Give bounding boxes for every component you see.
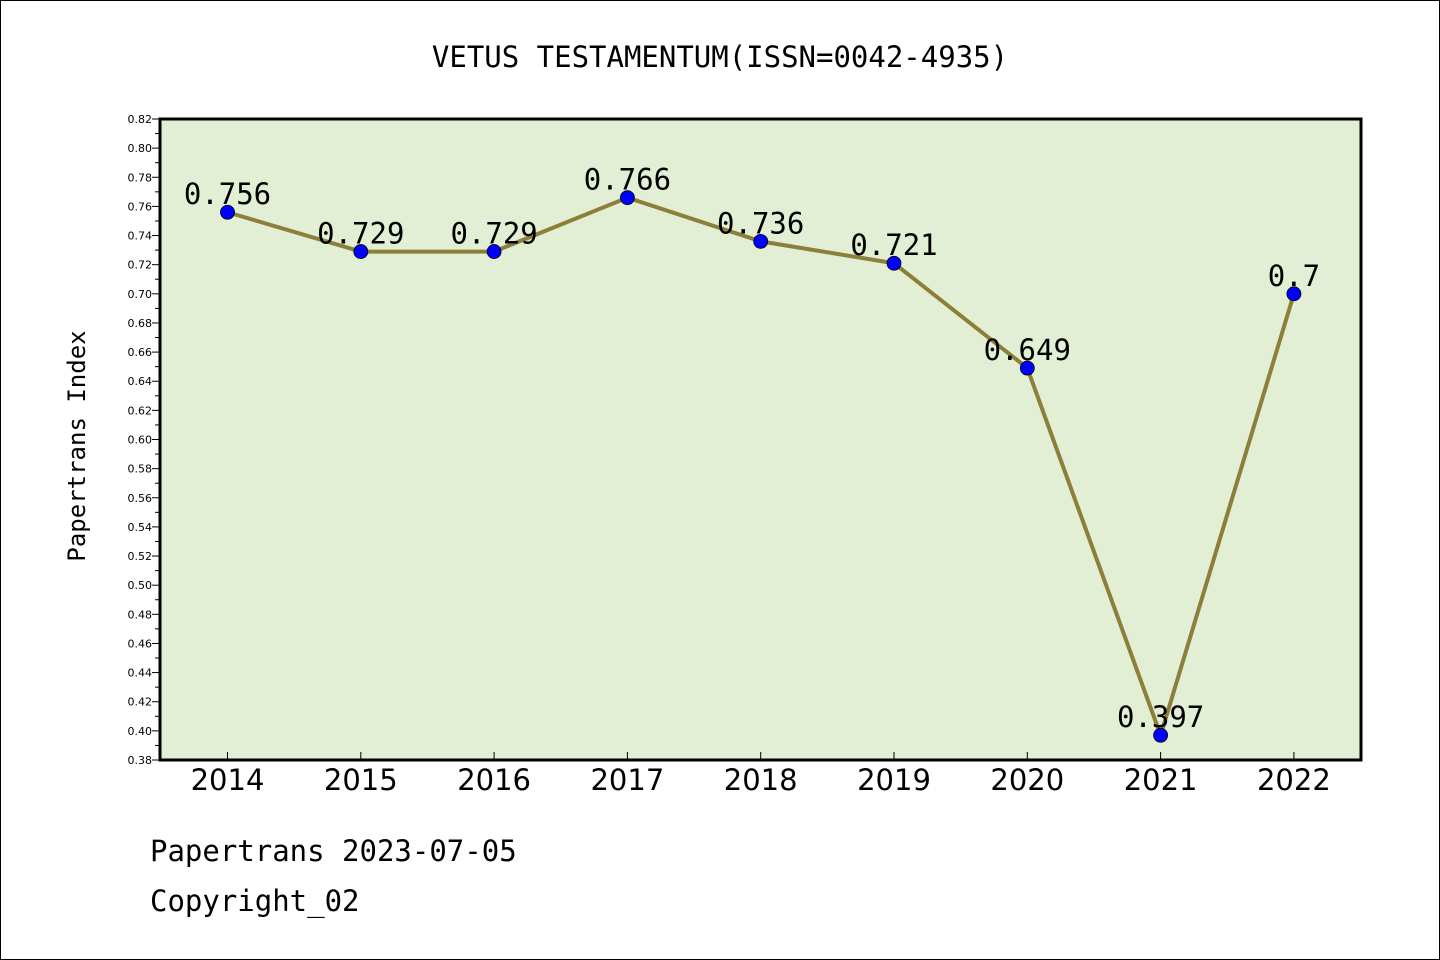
x-tick-label: 2020: [990, 763, 1064, 797]
x-tick-label: 2017: [590, 763, 664, 797]
data-label: 0.766: [584, 163, 671, 197]
x-tick-label: 2016: [457, 763, 531, 797]
data-point: [886, 255, 902, 271]
y-tick-label: 0.76: [128, 200, 153, 213]
y-tick-label: 0.68: [128, 317, 153, 330]
y-tick-label: 0.64: [128, 375, 153, 388]
data-label: 0.756: [184, 177, 271, 211]
y-tick-label: 0.46: [128, 637, 153, 650]
data-label: 0.7: [1268, 259, 1320, 293]
data-point: [1153, 727, 1168, 743]
footer-copyright: Copyright_02: [150, 884, 360, 918]
data-point: [353, 244, 369, 259]
data-point: [753, 233, 769, 249]
y-tick-label: 0.66: [128, 346, 153, 359]
footer-date-line: Papertrans 2023-07-05: [150, 834, 517, 868]
x-tick-label: 2022: [1257, 763, 1331, 797]
x-tick-label: 2015: [324, 763, 398, 797]
y-tick-label: 0.74: [128, 230, 153, 243]
data-labels: 0.756 0.729 0.729 0.766 0.736 0.721 0.649 0.397…: [184, 163, 1320, 735]
y-tick-label: 0.44: [128, 667, 153, 680]
x-tick-label: 2018: [724, 763, 798, 797]
plot-border: [158, 117, 1363, 762]
y-tick-label: 0.42: [128, 696, 153, 709]
y-tick-label: 0.40: [128, 725, 153, 738]
y-tick-label: 0.38: [128, 754, 153, 767]
x-axis-ticks: 2014 2015 2016 2017 2018 2019 2020 2021 2022: [191, 752, 1331, 797]
y-tick-label: 0.58: [128, 463, 153, 476]
y-tick-label: 0.48: [128, 608, 153, 621]
data-points: [220, 190, 1302, 743]
chart-title: VETUS TESTAMENTUM(ISSN=0042-4935): [432, 40, 1008, 74]
x-tick-label: 2021: [1124, 763, 1198, 797]
y-axis-label: Papertrans Index: [63, 330, 91, 561]
y-tick-label: 0.78: [128, 171, 153, 184]
y-tick-label: 0.52: [128, 550, 153, 563]
y-axis-ticks: 0.38 0.40 0.42 0.44 0.46 0.48 0.50 0.52 0.54 0.56…: [128, 113, 160, 767]
y-tick-label: 0.70: [128, 288, 153, 301]
plot-area: [160, 119, 1361, 760]
y-tick-label: 0.50: [128, 579, 153, 592]
y-tick-label: 0.80: [128, 142, 153, 155]
y-tick-label: 0.62: [128, 404, 153, 417]
data-label: 0.649: [984, 333, 1071, 367]
y-tick-label: 0.72: [128, 259, 153, 272]
y-tick-label: 0.82: [128, 113, 153, 126]
data-point: [220, 204, 235, 220]
x-tick-label: 2014: [191, 763, 265, 797]
data-point: [1019, 360, 1035, 376]
x-tick-label: 2019: [857, 763, 931, 797]
data-label: 0.729: [450, 217, 537, 251]
data-label: 0.397: [1117, 700, 1204, 734]
data-point: [486, 244, 502, 259]
data-point: [1286, 286, 1302, 302]
y-tick-label: 0.54: [128, 521, 153, 534]
data-label: 0.736: [717, 206, 804, 240]
data-label: 0.721: [850, 228, 937, 262]
y-tick-label: 0.56: [128, 492, 153, 505]
data-label: 0.729: [317, 217, 404, 251]
y-tick-label: 0.60: [128, 434, 153, 447]
data-point: [620, 190, 635, 206]
